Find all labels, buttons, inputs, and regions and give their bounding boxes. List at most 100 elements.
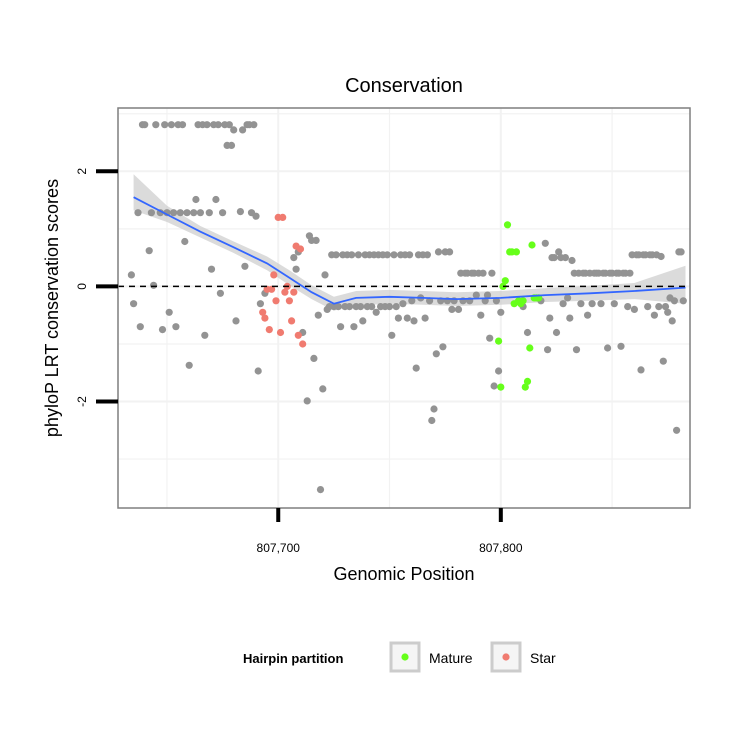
point-other <box>661 303 670 311</box>
legend-label-star: Star <box>530 650 556 666</box>
point-other <box>403 314 411 322</box>
legend-item-star: Star <box>490 641 556 673</box>
point-other <box>385 303 394 311</box>
point-other <box>388 331 396 339</box>
smooth-line-group <box>133 196 686 305</box>
legend-dot-mature <box>401 653 409 661</box>
point-other <box>597 300 605 308</box>
point-other <box>321 271 329 279</box>
panel-border <box>117 107 691 509</box>
point-star <box>294 331 302 339</box>
point-other <box>486 334 494 342</box>
point-other <box>610 300 618 308</box>
point-other <box>546 314 554 322</box>
point-other <box>588 300 596 308</box>
point-other <box>448 305 456 313</box>
y-tick-label: -2 <box>75 396 89 407</box>
point-other <box>354 251 362 259</box>
confidence-ribbon-group <box>133 174 686 311</box>
point-other <box>679 297 687 305</box>
legend-dot-star <box>502 653 510 661</box>
point-other <box>332 251 340 259</box>
point-other <box>394 314 402 322</box>
plot-background <box>118 108 690 508</box>
point-other <box>319 385 327 393</box>
point-other <box>183 209 191 217</box>
point-other <box>216 289 224 297</box>
point-other <box>136 323 144 331</box>
point-other <box>555 248 563 256</box>
point-other <box>368 303 376 311</box>
point-other <box>454 305 463 313</box>
point-star <box>290 288 298 296</box>
point-star <box>288 317 296 325</box>
point-other <box>170 209 178 217</box>
point-other <box>523 328 532 337</box>
point-other <box>668 317 676 325</box>
point-other <box>201 331 209 339</box>
point-other <box>544 346 552 354</box>
point-other <box>383 251 391 259</box>
point-other <box>337 323 345 331</box>
point-other <box>564 294 572 302</box>
point-other <box>141 121 149 129</box>
point-other <box>432 350 440 358</box>
point-other <box>412 364 420 372</box>
smooth-line <box>133 196 686 305</box>
point-other <box>214 121 222 129</box>
point-other <box>192 195 200 204</box>
point-other <box>310 354 318 362</box>
point-mature <box>512 248 521 256</box>
point-other <box>145 247 153 255</box>
point-other <box>657 252 665 261</box>
point-other <box>165 308 173 316</box>
point-mature <box>528 241 536 249</box>
point-other <box>303 397 311 405</box>
point-other <box>559 300 567 308</box>
point-other <box>617 342 625 350</box>
point-other <box>637 366 645 374</box>
point-other <box>568 256 576 265</box>
point-other <box>477 311 485 319</box>
point-other <box>167 121 175 129</box>
point-other <box>348 251 356 259</box>
point-other <box>541 239 549 247</box>
point-other <box>147 209 155 217</box>
point-other <box>254 367 262 375</box>
point-other <box>152 121 160 129</box>
point-other <box>428 416 436 425</box>
point-other <box>439 343 447 351</box>
point-other <box>232 317 240 325</box>
point-other <box>483 291 492 299</box>
chart-title: Conservation <box>345 75 463 97</box>
point-other <box>664 308 672 316</box>
point-other <box>673 426 681 434</box>
point-mature <box>523 377 532 385</box>
point-other <box>181 237 189 246</box>
point-other <box>127 271 135 279</box>
point-star <box>270 271 278 279</box>
point-other <box>624 303 632 311</box>
point-other <box>312 236 320 244</box>
legend-item-mature: Mature <box>389 641 473 673</box>
confidence-ribbon <box>133 174 686 311</box>
point-other <box>207 265 216 273</box>
point-other <box>172 323 180 331</box>
point-other <box>670 297 679 305</box>
point-other <box>584 311 592 319</box>
point-other <box>316 486 325 494</box>
point-other <box>161 121 169 129</box>
point-other <box>225 121 233 129</box>
point-other <box>550 254 558 262</box>
point-other <box>406 251 414 259</box>
point-other <box>421 314 429 322</box>
point-mature <box>503 221 512 229</box>
y-axis: -2 0 2 <box>75 168 118 407</box>
point-other <box>408 297 416 305</box>
point-other <box>212 195 220 204</box>
point-other <box>372 308 380 316</box>
point-mature <box>495 337 503 345</box>
point-star <box>268 285 276 293</box>
point-star <box>261 314 269 322</box>
point-star <box>259 308 267 316</box>
